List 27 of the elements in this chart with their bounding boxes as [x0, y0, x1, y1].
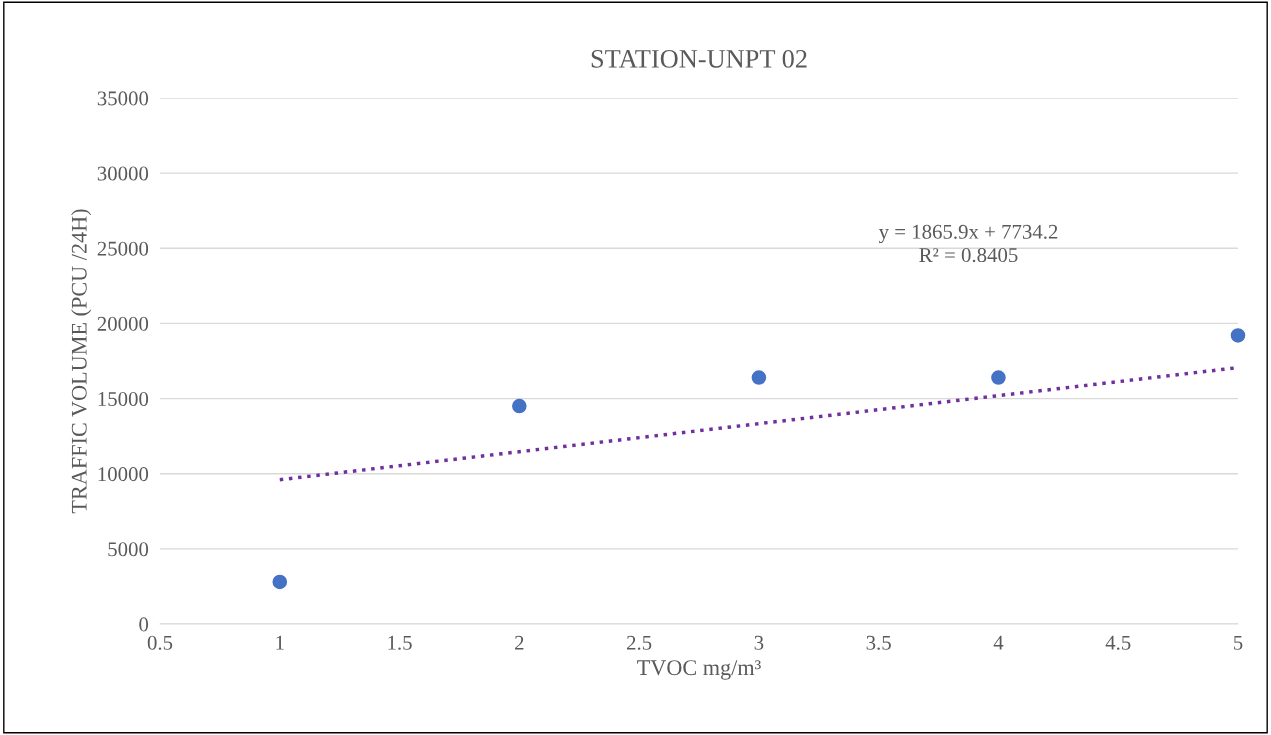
x-tick-label: 2.5 — [627, 635, 652, 650]
point — [1230, 328, 1246, 343]
x-tick-label: 3.5 — [866, 635, 891, 650]
y-tick-label: 30000 — [97, 166, 149, 181]
x-tick-label: 2 — [515, 635, 524, 650]
x-tick-label: 5 — [1234, 635, 1243, 650]
y-tick-label: 35000 — [97, 91, 149, 106]
y-tick-label: 20000 — [97, 316, 149, 331]
chart-title: STATION-UNPT 02 — [591, 49, 807, 68]
point — [512, 398, 527, 414]
x-tick-label: 1.5 — [388, 635, 412, 650]
y-axis-title: TRAFFIC VOLUME (PCU /24H) — [71, 209, 92, 514]
x-tick-label: 4 — [993, 635, 1004, 650]
point — [991, 370, 1006, 385]
point — [272, 574, 288, 590]
x-tick-label: 3 — [754, 635, 764, 650]
y-tick-label: 15000 — [98, 391, 149, 406]
annotation: y = 1865.9x + 7734.2 R² = 0.8405 — [878, 224, 1058, 263]
x-axis-title: TVOC mg/m³ — [637, 660, 761, 680]
y-tick-label: 10000 — [98, 467, 149, 482]
x-tick-label: 1 — [276, 635, 284, 650]
x-tick-label: 0.5 — [147, 635, 173, 650]
y-tick-label: 5000 — [108, 542, 149, 557]
x-tick-label: 4.5 — [1105, 635, 1131, 650]
y-tick-label: 25000 — [97, 241, 149, 256]
y-tick-label: 0 — [139, 617, 149, 632]
point — [751, 370, 767, 385]
